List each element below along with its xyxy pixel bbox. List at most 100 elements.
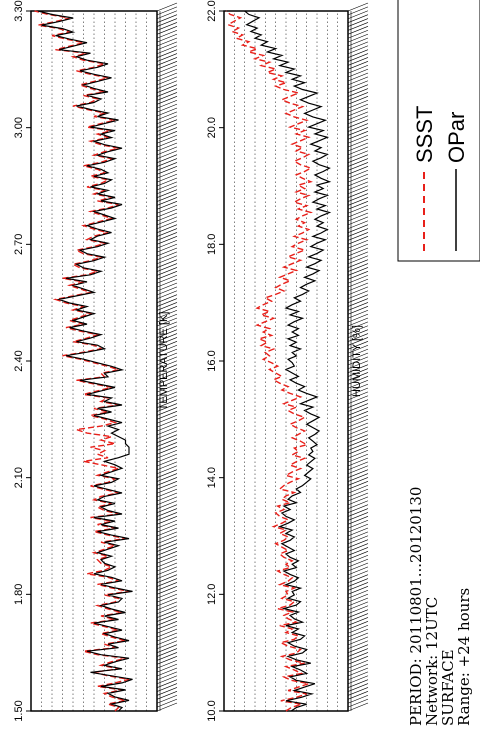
humidity-date-tick: [347, 383, 369, 393]
temperature-date-tick: [156, 344, 178, 354]
humidity-y-axis: 22.0 20.0 18.0 16.0 14.0 12.0 10.0: [206, 0, 224, 722]
temperature-date-tick: [156, 239, 178, 249]
humidity-date-tick: [347, 64, 369, 74]
temperature-date-tick: [156, 574, 178, 583]
humidity-date-tick: [347, 333, 369, 342]
temperature-y-tick-label: 1.50: [13, 700, 25, 721]
temperature-date-tick: [156, 243, 178, 253]
temperature-y-tick-label: 3.00: [13, 117, 25, 138]
humidity-date-tick: [347, 177, 369, 187]
humidity-date-tick: [347, 61, 369, 70]
temperature-date-tick: [156, 325, 178, 335]
humidity-date-tick: [347, 461, 369, 471]
temperature-date-tick: [156, 589, 178, 599]
humidity-date-tick: [347, 360, 369, 370]
humidity-date-tick: [347, 430, 369, 440]
temperature-date-tick: [156, 698, 178, 708]
humidity-date-tick: [347, 593, 369, 603]
humidity-date-tick: [347, 84, 369, 93]
temperature-date-tick: [156, 236, 178, 245]
humidity-date-tick: [347, 426, 369, 436]
temperature-date-tick: [156, 609, 178, 618]
humidity-date-tick: [347, 72, 369, 82]
humidity-date-tick: [347, 687, 369, 696]
temperature-date-tick: [156, 601, 178, 611]
legend-ssst-label: SSST: [412, 106, 437, 163]
temperature-date-tick: [156, 278, 178, 288]
humidity-date-tick: [347, 597, 369, 607]
humidity-date-tick: [347, 609, 369, 618]
humidity-date-tick: [347, 535, 369, 545]
temperature-date-tick: [156, 391, 178, 401]
temperature-date-tick: [156, 383, 178, 393]
humidity-date-tick: [347, 414, 369, 424]
legend: SSST OPar: [397, 0, 480, 262]
humidity-date-tick: [347, 628, 369, 638]
temperature-date-tick: [156, 500, 178, 510]
humidity-date-tick: [347, 667, 369, 677]
humidity-date-tick: [347, 236, 369, 245]
humidity-date-tick: [347, 523, 369, 533]
temperature-date-tick: [156, 399, 178, 408]
temperature-date-tick: [156, 162, 178, 171]
humidity-date-tick: [347, 341, 369, 350]
humidity-date-tick: [347, 407, 369, 416]
temperature-date-tick: [156, 640, 178, 650]
humidity-date-tick: [347, 45, 369, 55]
temperature-date-tick: [156, 341, 178, 350]
humidity-date-tick: [347, 411, 369, 420]
temperature-date-tick: [156, 442, 178, 451]
humidity-date-tick: [347, 500, 369, 510]
humidity-date-tick: [347, 228, 369, 237]
humidity-date-tick: [347, 473, 369, 482]
temperature-date-tick: [156, 119, 178, 128]
humidity-date-tick: [347, 504, 369, 513]
humidity-date-tick: [347, 212, 369, 222]
humidity-date-tick: [347, 294, 369, 303]
temperature-date-tick: [156, 605, 178, 615]
temperature-date-tick: [156, 166, 178, 175]
temperature-date-tick: [156, 22, 178, 31]
temperature-date-tick: [156, 92, 178, 101]
temperature-date-tick: [156, 449, 178, 459]
humidity-date-tick: [347, 103, 369, 113]
humidity-date-tick: [347, 391, 369, 401]
temperature-date-tick: [156, 306, 178, 315]
temperature-date-tick: [156, 18, 178, 27]
temperature-date-tick: [156, 14, 178, 23]
humidity-date-tick: [347, 290, 369, 300]
humidity-date-tick: [347, 274, 369, 284]
humidity-date-tick: [347, 364, 369, 373]
temperature-date-tick: [156, 496, 178, 506]
temperature-y-axis: 3.30 3.00 2.70 2.40 2.10 1.80 1.50: [13, 0, 31, 722]
temperature-date-tick: [156, 551, 178, 560]
temperature-date-tick: [156, 691, 178, 700]
humidity-date-tick: [347, 302, 369, 311]
temperature-date-tick: [156, 64, 178, 74]
temperature-date-tick: [156, 465, 178, 475]
humidity-date-tick: [347, 204, 369, 214]
temperature-date-tick: [156, 232, 178, 241]
temperature-date-tick: [156, 694, 178, 704]
temperature-date-tick: [156, 364, 178, 373]
temperature-date-tick: [156, 554, 178, 564]
humidity-date-tick: [347, 224, 369, 233]
humidity-date-tick: [347, 547, 369, 556]
humidity-date-tick: [347, 111, 369, 121]
temperature-date-tick: [156, 68, 178, 78]
humidity-date-tick: [347, 694, 369, 704]
humidity-date-tick: [347, 488, 369, 498]
temperature-date-tick: [156, 333, 178, 342]
temperature-date-tick: [156, 434, 178, 443]
temperature-date-tick: [156, 53, 178, 62]
temperature-date-tick: [156, 146, 178, 156]
humidity-date-tick: [347, 496, 369, 506]
humidity-date-tick: [347, 543, 369, 552]
temperature-date-tick: [156, 6, 178, 16]
temperature-date-tick: [156, 624, 178, 634]
temperature-date-tick: [156, 438, 178, 447]
humidity-date-tick: [347, 107, 369, 117]
humidity-date-tick: [347, 158, 369, 167]
temperature-date-tick: [156, 671, 178, 681]
